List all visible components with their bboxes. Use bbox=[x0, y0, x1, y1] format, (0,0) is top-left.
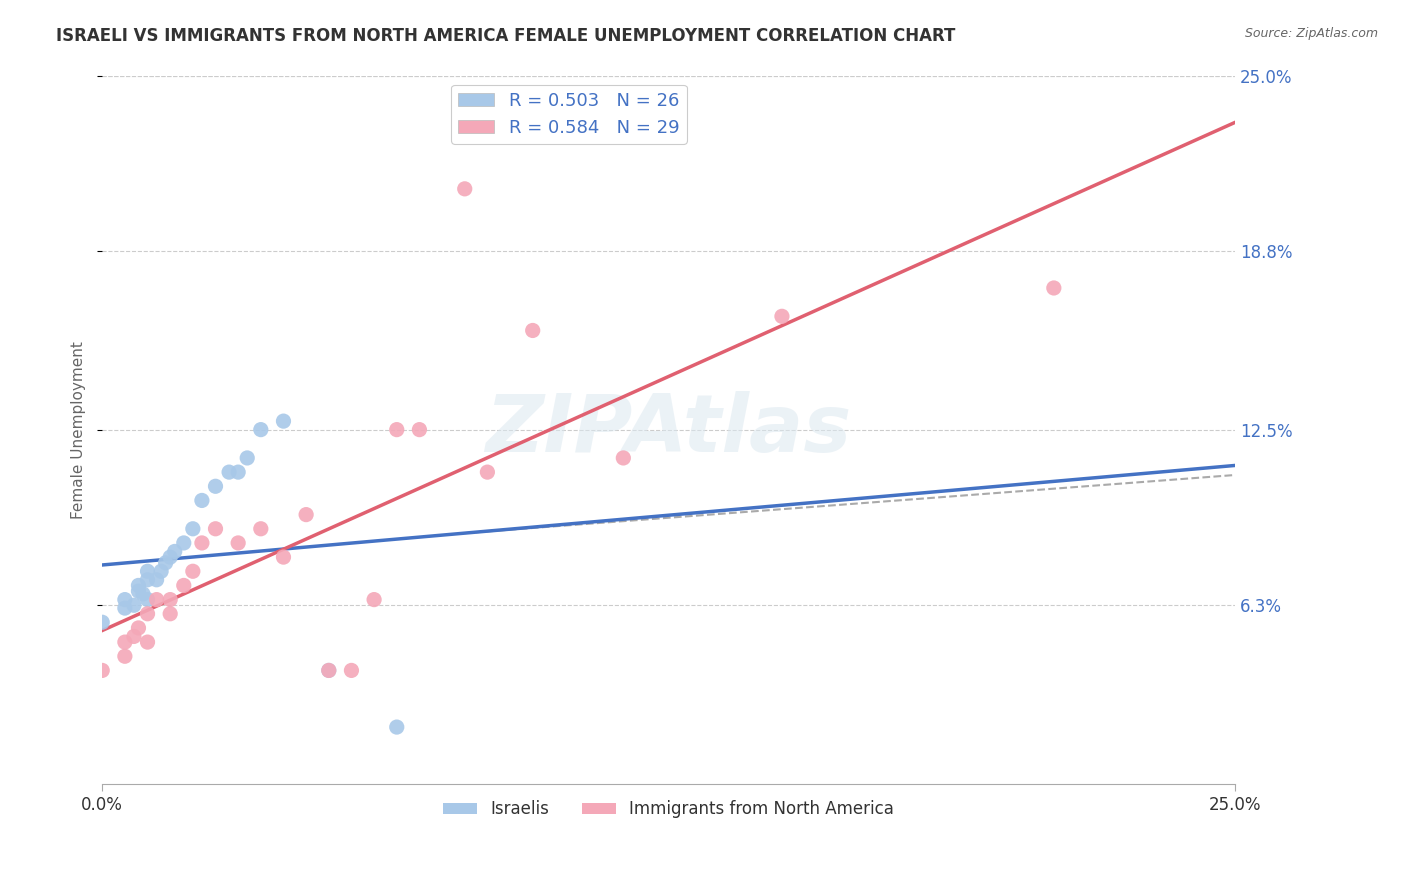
Point bbox=[159, 607, 181, 621]
Point bbox=[132, 587, 155, 601]
Point bbox=[136, 635, 159, 649]
Point bbox=[181, 522, 204, 536]
Point bbox=[385, 423, 408, 437]
Point bbox=[150, 564, 173, 578]
Point bbox=[159, 550, 181, 565]
Point bbox=[145, 573, 167, 587]
Point bbox=[273, 414, 295, 428]
Point bbox=[127, 578, 149, 592]
Point bbox=[612, 450, 634, 465]
Point bbox=[136, 592, 159, 607]
Point bbox=[91, 615, 114, 630]
Point bbox=[191, 536, 214, 550]
Point bbox=[136, 564, 159, 578]
Point bbox=[91, 664, 114, 678]
Point bbox=[114, 649, 136, 664]
Point bbox=[136, 573, 159, 587]
Point bbox=[159, 592, 181, 607]
Point bbox=[408, 423, 430, 437]
Point bbox=[127, 621, 149, 635]
Point bbox=[340, 664, 363, 678]
Text: ZIPAtlas: ZIPAtlas bbox=[485, 391, 852, 468]
Y-axis label: Female Unemployment: Female Unemployment bbox=[72, 341, 86, 518]
Point bbox=[155, 556, 177, 570]
Point bbox=[204, 522, 226, 536]
Text: ISRAELI VS IMMIGRANTS FROM NORTH AMERICA FEMALE UNEMPLOYMENT CORRELATION CHART: ISRAELI VS IMMIGRANTS FROM NORTH AMERICA… bbox=[56, 27, 956, 45]
Point bbox=[173, 536, 195, 550]
Point bbox=[1043, 281, 1066, 295]
Point bbox=[204, 479, 226, 493]
Point bbox=[318, 664, 340, 678]
Legend: Israelis, Immigrants from North America: Israelis, Immigrants from North America bbox=[437, 794, 900, 825]
Point bbox=[236, 450, 259, 465]
Point bbox=[770, 310, 793, 324]
Point bbox=[218, 465, 240, 479]
Point bbox=[454, 182, 477, 196]
Point bbox=[273, 550, 295, 565]
Point bbox=[385, 720, 408, 734]
Point bbox=[295, 508, 318, 522]
Point bbox=[127, 584, 149, 599]
Point bbox=[191, 493, 214, 508]
Point bbox=[114, 635, 136, 649]
Point bbox=[250, 522, 273, 536]
Point bbox=[145, 592, 167, 607]
Point bbox=[477, 465, 499, 479]
Point bbox=[122, 629, 145, 643]
Point bbox=[122, 599, 145, 613]
Point bbox=[226, 465, 249, 479]
Point bbox=[522, 323, 544, 337]
Point bbox=[136, 607, 159, 621]
Point bbox=[250, 423, 273, 437]
Point bbox=[181, 564, 204, 578]
Text: Source: ZipAtlas.com: Source: ZipAtlas.com bbox=[1244, 27, 1378, 40]
Point bbox=[163, 544, 186, 558]
Point bbox=[114, 592, 136, 607]
Point bbox=[226, 536, 249, 550]
Point bbox=[114, 601, 136, 615]
Point bbox=[173, 578, 195, 592]
Point bbox=[363, 592, 385, 607]
Point bbox=[318, 664, 340, 678]
